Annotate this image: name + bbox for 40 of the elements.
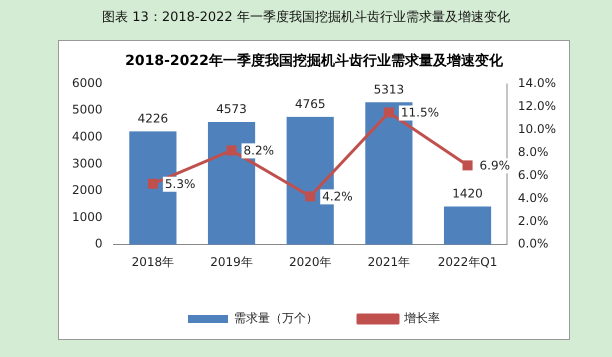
y2-tick-label: 8.0% <box>518 144 548 159</box>
y2-tick-label: 2.0% <box>518 214 548 228</box>
data-label: 5.3% <box>164 176 196 191</box>
y2-tick-label: 14.0% <box>518 76 556 90</box>
y2-tick-label: 4.0% <box>518 190 548 205</box>
data-label: 11.5% <box>400 106 439 120</box>
y2-tick-label: 6.0% <box>518 168 548 182</box>
x-tick-label: 2019年 <box>210 254 253 269</box>
legend-label: 需求量（万个） <box>234 311 318 326</box>
x-tick-label: 2022年Q1 <box>438 254 498 269</box>
x-tick-label: 2018年 <box>132 254 174 269</box>
y-tick-label: 2000 <box>72 183 103 198</box>
data-label: 4226 <box>138 111 168 126</box>
point <box>384 107 394 118</box>
point <box>305 191 316 202</box>
point <box>226 145 237 156</box>
data-label: 4.2% <box>322 189 353 204</box>
data-label: 4765 <box>294 97 326 112</box>
y2-tick-label: 12.0% <box>518 98 556 113</box>
x-tick-label: 2021年 <box>368 254 410 269</box>
bar <box>444 206 492 245</box>
y-tick-label: 6000 <box>72 76 103 90</box>
chart-title: 2018-2022年一季度我国挖掘机斗齿行业需求量及增速变化 <box>125 52 504 70</box>
point <box>462 160 473 170</box>
point <box>148 178 158 189</box>
x-tick-label: 2020年 <box>288 254 332 269</box>
y2-tick-label: 0.0% <box>518 236 548 251</box>
y-tick-label: 5000 <box>72 102 103 117</box>
legend-label: 增长率 <box>403 311 440 326</box>
data-label: 1420 <box>452 186 483 201</box>
data-label: 4573 <box>216 102 247 116</box>
y-tick-label: 4000 <box>72 130 103 144</box>
y-tick-label: 3000 <box>72 156 103 170</box>
data-label: 6.9% <box>480 158 510 172</box>
y2-tick-label: 10.0% <box>518 122 556 136</box>
y-tick-label: 1000 <box>72 210 103 224</box>
data-label: 5313 <box>374 82 404 96</box>
y-tick-label: 0 <box>94 236 103 251</box>
data-label: 8.2% <box>244 144 274 158</box>
text: 图表 13：2018-2022 年一季度我国挖掘机斗齿行业需求量及增速变化 <box>101 9 511 26</box>
